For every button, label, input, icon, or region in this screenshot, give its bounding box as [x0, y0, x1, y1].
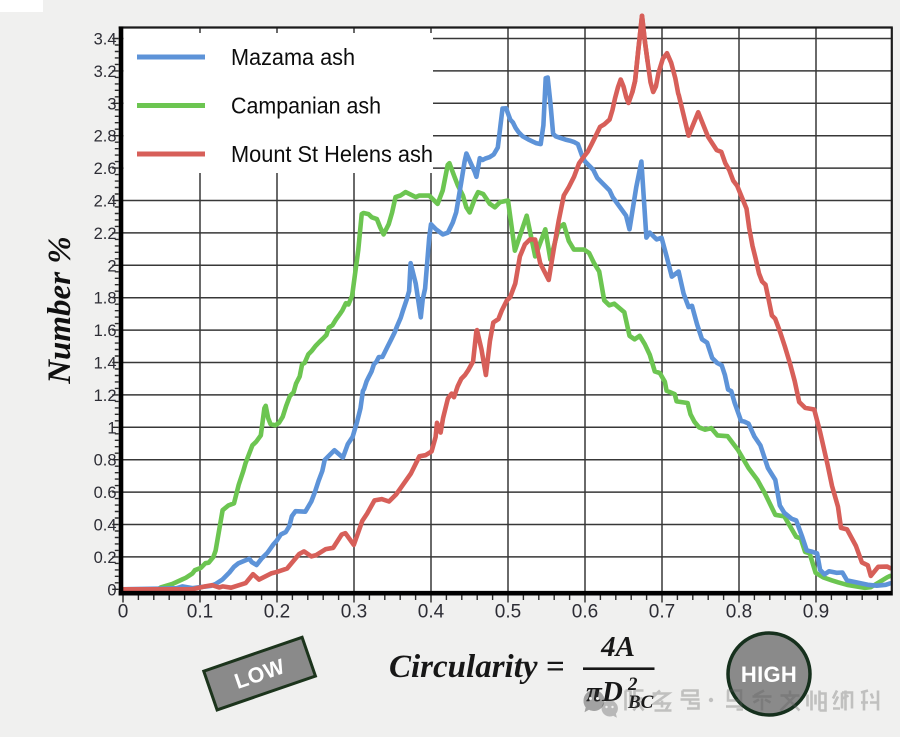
- svg-text:4A: 4A: [600, 631, 635, 663]
- svg-text:0: 0: [107, 581, 116, 599]
- svg-text:2.8: 2.8: [94, 128, 117, 146]
- svg-text:πD: πD: [586, 676, 623, 708]
- svg-text:0: 0: [118, 602, 129, 623]
- svg-text:HIGH: HIGH: [741, 662, 797, 687]
- svg-text:3.4: 3.4: [94, 31, 117, 49]
- svg-text:Mazama ash: Mazama ash: [231, 44, 355, 70]
- svg-text:0.2: 0.2: [264, 602, 290, 623]
- svg-text:0.4: 0.4: [94, 517, 117, 535]
- svg-text:1.6: 1.6: [94, 322, 117, 340]
- svg-text:0.5: 0.5: [495, 602, 521, 623]
- svg-text:Number %: Number %: [42, 236, 78, 385]
- svg-text:0.2: 0.2: [94, 549, 117, 567]
- svg-text:1.4: 1.4: [94, 355, 117, 373]
- svg-text:0.1: 0.1: [187, 602, 213, 623]
- svg-text:1: 1: [107, 419, 116, 437]
- svg-text:BC: BC: [627, 692, 654, 713]
- svg-text:Campanian ash: Campanian ash: [231, 93, 381, 119]
- svg-text:2.6: 2.6: [94, 160, 117, 178]
- svg-text:0.8: 0.8: [94, 452, 117, 470]
- svg-text:2.2: 2.2: [94, 225, 117, 243]
- svg-text:0.6: 0.6: [94, 484, 117, 502]
- svg-text:0.4: 0.4: [418, 602, 445, 623]
- svg-text:0.3: 0.3: [341, 602, 367, 623]
- svg-text:1.2: 1.2: [94, 387, 117, 405]
- svg-text:1.8: 1.8: [94, 290, 117, 308]
- svg-text:0.8: 0.8: [726, 602, 752, 623]
- svg-text:0.9: 0.9: [803, 602, 829, 623]
- svg-text:2.4: 2.4: [94, 193, 117, 211]
- svg-text:0.7: 0.7: [649, 602, 675, 623]
- svg-text:Circularity =: Circularity =: [389, 649, 565, 685]
- svg-text:2: 2: [627, 674, 638, 695]
- svg-text:3.2: 3.2: [94, 63, 117, 81]
- svg-text:3: 3: [107, 95, 116, 113]
- svg-text:0.6: 0.6: [572, 602, 598, 623]
- svg-text:2: 2: [107, 257, 116, 275]
- svg-text:Mount St Helens ash: Mount St Helens ash: [231, 141, 433, 167]
